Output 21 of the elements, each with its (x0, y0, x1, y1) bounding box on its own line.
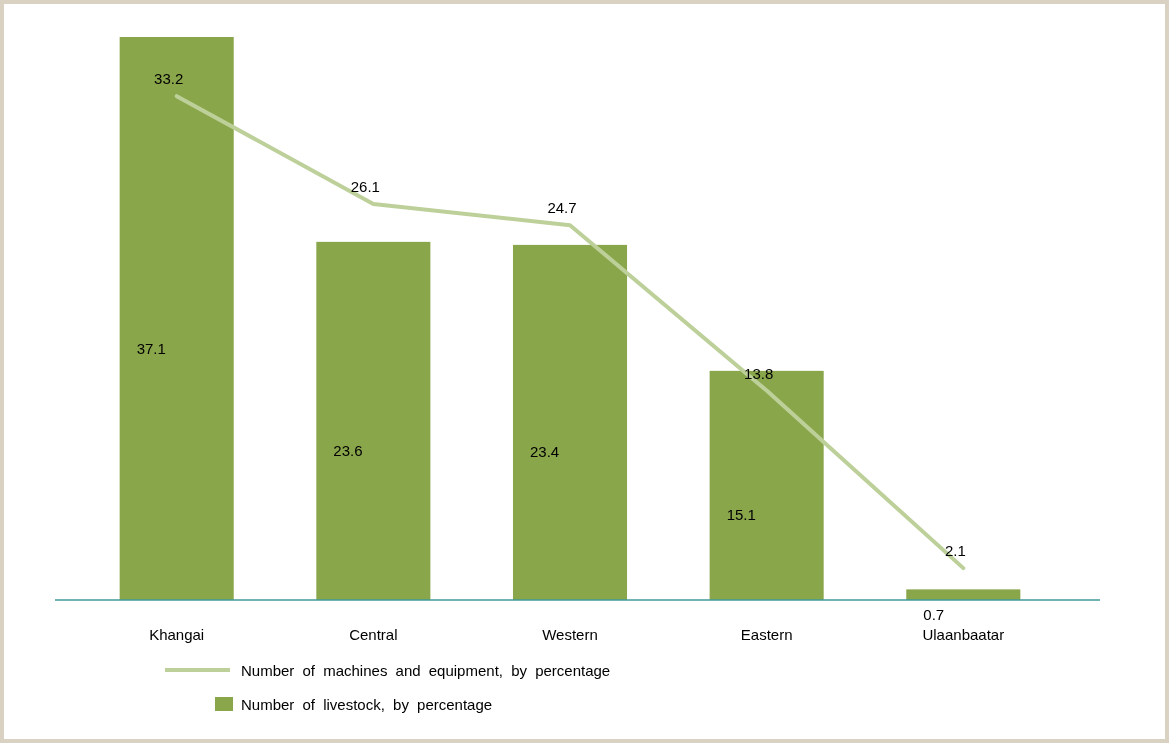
legend-label: Number of livestock, by percentage (241, 696, 493, 713)
x-tick-label: Ulaanbaatar (922, 626, 1005, 643)
data-label: 15.1 (726, 506, 756, 524)
data-label: 26.1 (350, 177, 380, 195)
bar (512, 244, 628, 600)
legend-label: Number of machines and equipment, by percentage (241, 662, 611, 679)
data-label: 0.7 (923, 606, 945, 623)
data-label: 23.4 (530, 443, 560, 461)
x-tick-label: Eastern (740, 626, 793, 643)
bar (316, 241, 431, 600)
x-tick-label: Central (349, 626, 398, 643)
data-label: 24.7 (547, 199, 577, 217)
data-label: 2.1 (944, 542, 966, 560)
bar (709, 370, 824, 600)
data-label: 23.6 (333, 441, 363, 459)
x-tick-label: Khangai (149, 626, 205, 643)
x-tick-label: Western (542, 626, 598, 643)
bar (906, 589, 1021, 600)
data-label: 37.1 (136, 339, 166, 357)
data-label: 33.2 (154, 70, 184, 88)
bar (119, 37, 234, 600)
